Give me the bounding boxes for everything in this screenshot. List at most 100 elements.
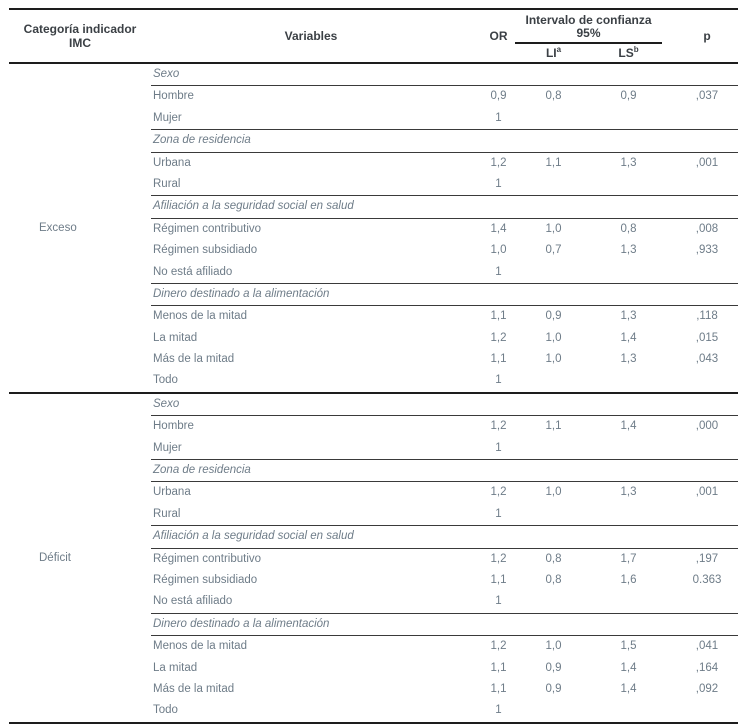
- li-value: 1,0: [545, 222, 562, 235]
- p-value: [676, 438, 738, 459]
- li-value: [526, 700, 581, 721]
- table-row: Urbana 1,2 1,1 1,3 ,001: [151, 153, 738, 174]
- row-label: Urbana: [153, 156, 191, 169]
- ls-value: 1,3: [620, 486, 637, 499]
- table-row: Menos de la mitad 1,1 0,9 1,3 ,118: [151, 306, 738, 327]
- row-label: Todo: [153, 374, 178, 387]
- row-label: La mitad: [153, 661, 198, 674]
- table-row: Régimen contributivo 1,4 1,0 0,8 ,008: [151, 219, 738, 240]
- or-value: 1,2: [490, 486, 507, 499]
- li-value: [526, 438, 581, 459]
- table-row: Más de la mitad 1,1 0,9 1,4 ,092: [151, 679, 738, 700]
- table-row: Hombre 1,2 1,1 1,4 ,000: [151, 416, 738, 437]
- header-category-line1: Categoría indicador: [23, 22, 137, 36]
- ls-value: [581, 504, 676, 525]
- li-value: [526, 591, 581, 612]
- p-value: 0.363: [692, 573, 722, 586]
- table-row: Hombre 0,9 0,8 0,9 ,037: [151, 86, 738, 107]
- or-value: 1: [495, 265, 502, 278]
- or-value: 1,1: [490, 310, 507, 323]
- variable-group: Zona de residencia Urbana 1,2 1,1 1,3 ,001 Rur…: [151, 129, 738, 195]
- header-ls: LSb: [581, 46, 676, 61]
- ls-value: [581, 591, 676, 612]
- section-content: Sexo Hombre 1,2 1,1 1,4,000 Mujer 1 Zona de res…: [151, 394, 738, 722]
- header-ci-bounds: LIa LSb: [526, 44, 676, 62]
- table-header: Categoría indicador IMC Variables OR Int…: [9, 10, 738, 64]
- variable-group: Dinero destinado a la alimentación Menos …: [151, 612, 738, 722]
- group-title: Afiliación a la seguridad social en salu…: [151, 526, 738, 549]
- li-value: 0,9: [545, 682, 562, 695]
- or-value: 1,2: [490, 552, 507, 565]
- table-row: Más de la mitad 1,1 1,0 1,3 ,043: [151, 349, 738, 370]
- row-label: Régimen subsidiado: [153, 573, 258, 586]
- li-value: [526, 370, 581, 391]
- ls-value: 1,7: [620, 552, 637, 565]
- or-value: 1,2: [490, 156, 507, 169]
- header-li-footnote: a: [556, 45, 562, 54]
- header-ci-title: Intervalo de confianza 95%: [515, 14, 662, 44]
- p-value: ,015: [695, 331, 719, 344]
- row-label: Régimen subsidiado: [153, 244, 258, 257]
- table-row: Rural 1: [151, 504, 738, 525]
- ls-value: [581, 438, 676, 459]
- ls-value: [581, 700, 676, 721]
- row-label: Más de la mitad: [153, 682, 235, 695]
- ls-value: [581, 262, 676, 283]
- li-value: [526, 108, 581, 129]
- p-value: [676, 108, 738, 129]
- table-row: Rural 1: [151, 174, 738, 195]
- row-label: Mujer: [153, 111, 182, 124]
- li-value: 1,0: [545, 353, 562, 366]
- ls-value: 1,4: [620, 661, 637, 674]
- p-value: ,001: [695, 486, 719, 499]
- imc-section: Exceso Sexo Hombre 0,9 0,8 0,9,037 Mujer 1 Zona …: [9, 64, 738, 394]
- ls-value: 1,4: [620, 682, 637, 695]
- row-label: Rural: [153, 507, 181, 520]
- or-value: 0,9: [490, 90, 507, 103]
- ls-value: 1,3: [620, 310, 637, 323]
- li-value: 1,0: [545, 486, 562, 499]
- header-ls-label: LS: [618, 46, 634, 60]
- variable-group: Dinero destinado a la alimentación Menos …: [151, 282, 738, 392]
- variable-group: Afiliación a la seguridad social en salu…: [151, 195, 738, 283]
- or-value: 1,0: [490, 244, 507, 257]
- or-value: 1,1: [490, 353, 507, 366]
- row-label: Más de la mitad: [153, 353, 235, 366]
- table-body: Exceso Sexo Hombre 0,9 0,8 0,9,037 Mujer 1 Zona …: [9, 64, 738, 724]
- p-value: ,092: [695, 682, 719, 695]
- p-value: ,001: [695, 156, 719, 169]
- or-value: 1,2: [490, 420, 507, 433]
- p-value: [676, 370, 738, 391]
- row-label: Hombre: [153, 90, 194, 103]
- or-value: 1,1: [490, 682, 507, 695]
- table-row: No está afiliado 1: [151, 591, 738, 612]
- ls-value: 1,6: [620, 573, 637, 586]
- p-value: ,043: [695, 353, 719, 366]
- group-title: Afiliación a la seguridad social en salu…: [151, 196, 738, 219]
- header-ci-line1: Intervalo de confianza: [525, 13, 652, 27]
- row-label: Mujer: [153, 441, 182, 454]
- li-value: 1,0: [545, 640, 562, 653]
- imc-section: Déficit Sexo Hombre 1,2 1,1 1,4,000 Mujer 1 Zona…: [9, 394, 738, 724]
- ls-value: 1,5: [620, 640, 637, 653]
- li-value: 0,9: [545, 661, 562, 674]
- p-value: ,164: [695, 661, 719, 674]
- header-category-line2: IMC: [69, 36, 91, 50]
- header-variables: Variables: [284, 29, 338, 43]
- table-row: Régimen contributivo 1,2 0,8 1,7 ,197: [151, 549, 738, 570]
- ls-value: 0,9: [620, 90, 637, 103]
- or-value: 1,2: [490, 331, 507, 344]
- ls-value: 1,4: [620, 331, 637, 344]
- header-li: LIa: [526, 45, 581, 61]
- or-value: 1: [495, 441, 502, 454]
- row-label: Régimen contributivo: [153, 222, 262, 235]
- group-title: Sexo: [151, 64, 738, 87]
- section-content: Sexo Hombre 0,9 0,8 0,9,037 Mujer 1 Zona de res…: [151, 64, 738, 392]
- li-value: [526, 504, 581, 525]
- ls-value: [581, 174, 676, 195]
- or-value: 1: [495, 177, 502, 190]
- ls-value: 1,4: [620, 420, 637, 433]
- li-value: 0,7: [545, 244, 562, 257]
- p-value: ,118: [696, 310, 718, 323]
- ls-value: [581, 108, 676, 129]
